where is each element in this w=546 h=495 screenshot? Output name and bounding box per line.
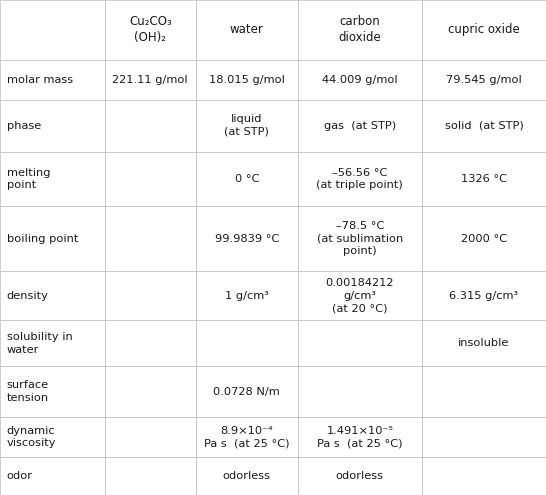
Text: solubility in
water: solubility in water (7, 332, 72, 354)
Text: gas  (at STP): gas (at STP) (324, 121, 396, 131)
Text: 6.315 g/cm³: 6.315 g/cm³ (449, 291, 519, 301)
Text: 18.015 g/mol: 18.015 g/mol (209, 75, 285, 85)
Text: 44.009 g/mol: 44.009 g/mol (322, 75, 397, 85)
Text: density: density (7, 291, 49, 301)
Text: 1.491×10⁻⁵
Pa s  (at 25 °C): 1.491×10⁻⁵ Pa s (at 25 °C) (317, 426, 402, 448)
Text: dynamic
viscosity: dynamic viscosity (7, 426, 56, 448)
Text: 79.545 g/mol: 79.545 g/mol (446, 75, 522, 85)
Text: 8.9×10⁻⁴
Pa s  (at 25 °C): 8.9×10⁻⁴ Pa s (at 25 °C) (204, 426, 289, 448)
Text: odorless: odorless (336, 471, 384, 481)
Text: 0 °C: 0 °C (235, 174, 259, 184)
Text: surface
tension: surface tension (7, 381, 49, 403)
Text: 2000 °C: 2000 °C (461, 234, 507, 244)
Text: boiling point: boiling point (7, 234, 78, 244)
Text: odor: odor (7, 471, 33, 481)
Text: 221.11 g/mol: 221.11 g/mol (112, 75, 188, 85)
Text: cupric oxide: cupric oxide (448, 23, 520, 36)
Text: 1 g/cm³: 1 g/cm³ (225, 291, 269, 301)
Text: –78.5 °C
(at sublimation
point): –78.5 °C (at sublimation point) (317, 221, 403, 256)
Text: 99.9839 °C: 99.9839 °C (215, 234, 279, 244)
Text: insoluble: insoluble (458, 338, 509, 348)
Text: molar mass: molar mass (7, 75, 73, 85)
Text: melting
point: melting point (7, 168, 50, 190)
Text: odorless: odorless (223, 471, 271, 481)
Text: –56.56 °C
(at triple point): –56.56 °C (at triple point) (317, 168, 403, 190)
Text: 0.00184212
g/cm³
(at 20 °C): 0.00184212 g/cm³ (at 20 °C) (325, 278, 394, 313)
Text: water: water (230, 23, 264, 36)
Text: Cu₂CO₃
(OH)₂: Cu₂CO₃ (OH)₂ (129, 15, 171, 45)
Text: liquid
(at STP): liquid (at STP) (224, 114, 269, 137)
Text: phase: phase (7, 121, 41, 131)
Text: 1326 °C: 1326 °C (461, 174, 507, 184)
Text: carbon
dioxide: carbon dioxide (339, 15, 381, 45)
Text: solid  (at STP): solid (at STP) (444, 121, 523, 131)
Text: 0.0728 N/m: 0.0728 N/m (213, 387, 280, 396)
